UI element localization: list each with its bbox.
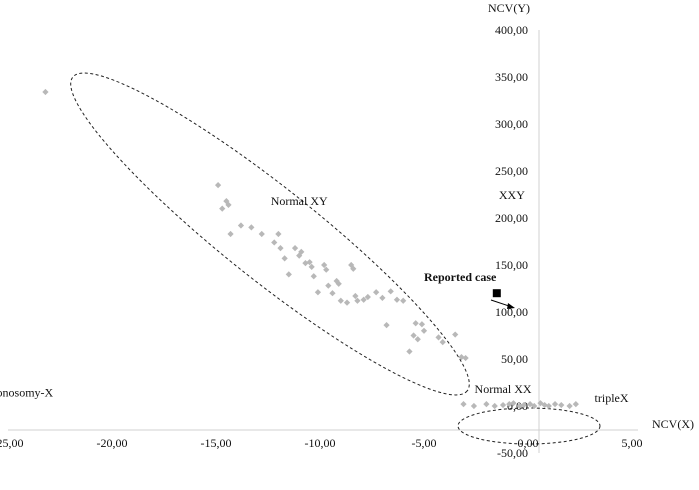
data-point [214,181,222,189]
y-tick-label: 250,00 [495,164,528,178]
data-point [420,327,428,334]
data-point [337,297,344,304]
data-point [566,402,573,410]
data-point [499,401,507,409]
data-point [572,401,579,408]
data-point [335,280,342,287]
ellipse-label: Normal XY [271,194,328,208]
x-tick-label: -25,00 [0,436,24,450]
data-point [308,263,315,270]
data-point [350,265,357,272]
data-point [545,402,552,410]
y-tick-label: 200,00 [495,211,528,225]
data-point [558,401,565,409]
y-tick-label: 50,00 [501,352,528,366]
data-point [360,296,367,303]
y-axis-title: NCV(Y) [488,1,530,15]
x-tick-label: 5,00 [622,436,643,450]
data-point [435,334,442,341]
data-point [302,260,309,267]
data-point [364,293,371,301]
annotation-label: tripleX [595,391,629,405]
x-tick-labels: -25,00 -20,00 -15,00 -10,00 -5,00 0,00 5,00 [0,436,643,450]
data-point [277,244,284,252]
data-point [314,289,322,296]
annotation-label: Reported case [424,270,497,284]
data-point [42,88,49,96]
x-tick-label: -10,00 [305,436,336,450]
ellipse-label: Normal XX [475,382,532,396]
data-point [551,401,559,408]
reported-case-arrowhead [507,303,515,309]
data-point [323,266,330,273]
data-point [470,402,478,410]
data-point [400,297,407,304]
data-point [321,261,328,269]
data-point [418,321,426,328]
data-point [343,299,351,306]
ellipse-normal-xx [457,407,601,445]
data-point [281,255,288,262]
x-tick-label: -5,00 [412,436,437,450]
y-tick-label: 100,00 [495,305,528,319]
data-point [219,205,226,212]
ellipses [70,72,601,445]
data-point [329,290,336,297]
data-points [42,88,579,410]
data-point [352,292,359,300]
data-point [237,222,245,229]
data-point [412,320,419,327]
data-point [414,336,421,343]
x-tick-label: 0,00 [518,436,539,450]
y-tick-label: 150,00 [495,258,528,272]
data-point [406,348,413,355]
data-point [410,332,417,339]
data-point [483,401,490,408]
data-point [439,338,446,346]
data-point [275,230,282,238]
x-tick-label: -15,00 [201,436,232,450]
data-point [462,354,469,362]
annotation-label: monosomy-X [0,386,54,400]
x-axis-title: NCV(X) [652,417,694,431]
data-point [383,322,390,329]
data-point [460,401,467,408]
annotations: Normal XY Normal XX monosomy-X tripleX XXY Re… [0,188,629,405]
y-tick-label: 350,00 [495,70,528,84]
data-point [387,288,394,295]
data-point [379,294,386,302]
x-tick-label: -20,00 [97,436,128,450]
data-point [452,331,459,338]
data-point [491,402,498,410]
data-point [285,271,292,278]
data-point [373,289,380,296]
data-point [510,400,517,407]
data-point [458,354,465,361]
annotation-label: XXY [499,188,525,202]
y-tick-label: 400,00 [495,23,528,37]
data-point [291,244,299,252]
data-point [506,401,513,408]
data-point [325,282,332,289]
data-point [258,230,265,238]
y-tick-label: 300,00 [495,117,528,131]
y-tick-label: -50,00 [497,446,528,460]
data-point [271,239,278,246]
axes [8,30,638,453]
data-point [248,224,255,231]
data-point [393,296,401,303]
reported-case-point [492,289,501,298]
data-point [227,230,234,238]
data-point [225,201,232,208]
y-tick-labels: -50,000,0050,00100,00150,00200,00250,003… [495,23,528,460]
data-point [306,259,313,266]
data-point [354,297,361,304]
ellipse-normal-xy [70,72,470,396]
data-point [310,273,317,280]
